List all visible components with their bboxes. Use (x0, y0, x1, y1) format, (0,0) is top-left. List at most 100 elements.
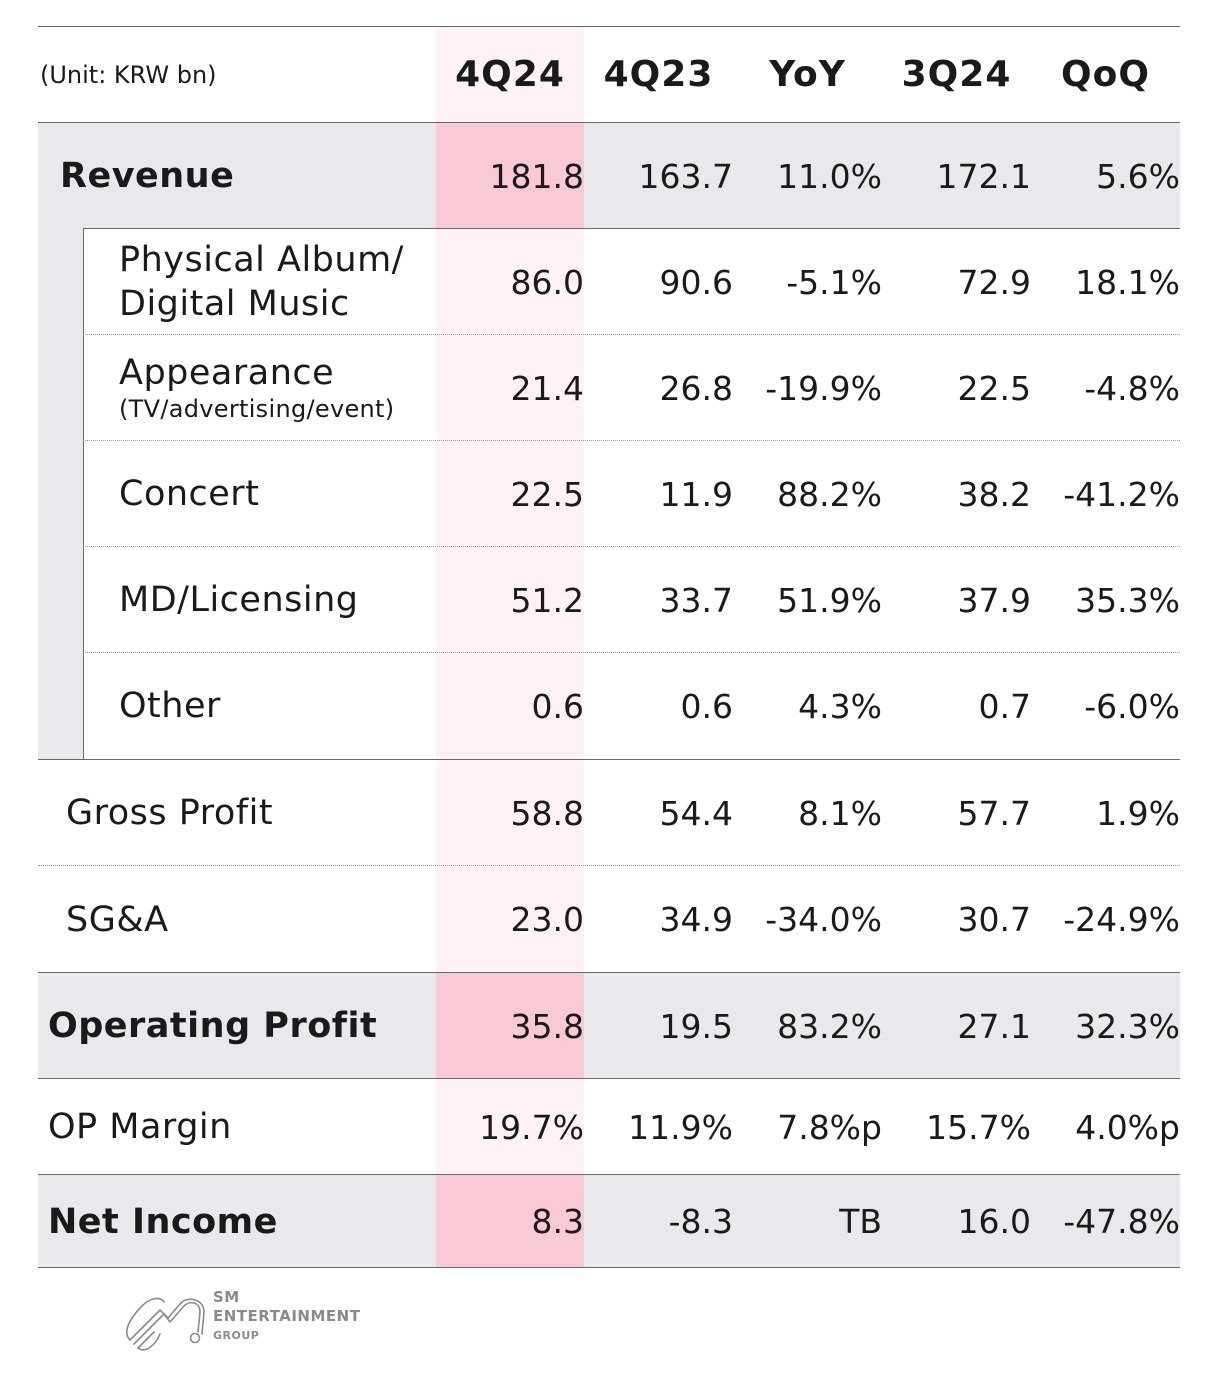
table-row-concert: Concert 22.5 11.9 88.2% 38.2 -41.2% (38, 441, 1180, 547)
cell-4q24: 181.8 (489, 156, 584, 196)
cell-4q24: 86.0 (510, 262, 584, 302)
cell-4q24: 35.8 (510, 1006, 584, 1046)
table-row-appearance: Appearance (TV/advertising/event) 21.4 2… (38, 335, 1180, 441)
cell-yoy: -19.9% (765, 368, 882, 408)
highlight-cell (436, 123, 584, 229)
cell-yoy: 4.3% (798, 686, 882, 726)
cell-qoq: 18.1% (1075, 262, 1180, 302)
cell-yoy: 51.9% (777, 580, 882, 620)
row-label-line2: Digital Music (119, 284, 350, 324)
revenue-breakdown-indent (38, 229, 84, 759)
rule-dotted (38, 865, 1180, 866)
row-label: Operating Profit (48, 1006, 378, 1046)
cell-yoy: 8.1% (798, 793, 882, 833)
cell-4q23: 33.7 (659, 580, 733, 620)
cell-qoq: -41.2% (1063, 474, 1180, 514)
cell-3q24: 15.7% (926, 1107, 1031, 1147)
table-row-op-margin: OP Margin 19.7% 11.9% 7.8%p 15.7% 4.0%p (38, 1079, 1180, 1175)
rule-op-bottom (38, 1078, 1180, 1079)
table-row-revenue: Revenue 181.8 163.7 11.0% 172.1 5.6% (38, 123, 1180, 229)
row-sublabel: (TV/advertising/event) (119, 395, 395, 423)
cell-3q24: 30.7 (957, 900, 1031, 939)
column-header-yoy: YoY (769, 54, 846, 95)
column-header-4q23: 4Q23 (603, 54, 714, 95)
cell-4q23: 0.6 (680, 686, 733, 726)
rule-dotted (83, 440, 1180, 441)
cell-qoq: 5.6% (1096, 156, 1180, 196)
row-label-line1: Physical Album/ (119, 240, 404, 280)
cell-qoq: -47.8% (1063, 1202, 1180, 1241)
rule-sga-bottom (38, 972, 1180, 973)
cell-yoy: -5.1% (786, 262, 882, 302)
table-row-operating-profit: Operating Profit 35.8 19.5 83.2% 27.1 32… (38, 973, 1180, 1079)
cell-qoq: 32.3% (1075, 1006, 1180, 1046)
table-row-gross-profit: Gross Profit 58.8 54.4 8.1% 57.7 1.9% (38, 760, 1180, 866)
column-header-4q24: 4Q24 (455, 54, 565, 95)
table-row-md-licensing: MD/Licensing 51.2 33.7 51.9% 37.9 35.3% (38, 547, 1180, 653)
logo-text-group: GROUP (213, 1329, 260, 1342)
cell-3q24: 16.0 (957, 1202, 1031, 1241)
logo-wordmark: SM ENTERTAINMENT GROUP (213, 1288, 360, 1345)
cell-4q23: 19.5 (659, 1006, 733, 1046)
row-label: Appearance (TV/advertising/event) (119, 335, 394, 441)
cell-yoy: 83.2% (777, 1006, 882, 1046)
cell-yoy: -34.0% (765, 900, 882, 939)
rule-dotted (83, 334, 1180, 335)
cell-4q23: 34.9 (659, 900, 733, 939)
cell-yoy: TB (839, 1202, 882, 1241)
rule-revenue-bottom (83, 228, 1180, 229)
cell-4q24: 51.2 (510, 580, 584, 620)
row-label: SG&A (66, 899, 169, 940)
table-row-net-income: Net Income 8.3 -8.3 TB 16.0 -47.8% (38, 1175, 1180, 1268)
cell-3q24: 37.9 (957, 580, 1031, 620)
table-row-sga: SG&A 23.0 34.9 -34.0% 30.7 -24.9% (38, 866, 1180, 973)
row-label: OP Margin (48, 1107, 232, 1147)
column-header-3q24: 3Q24 (901, 54, 1012, 95)
rule-dotted (83, 652, 1180, 653)
cell-4q23: -8.3 (668, 1202, 733, 1241)
row-label: Physical Album/ Digital Music (119, 229, 404, 335)
row-label: Concert (119, 474, 260, 514)
cell-4q24: 23.0 (510, 900, 584, 939)
row-label-main: Appearance (119, 353, 335, 393)
cell-4q24: 19.7% (479, 1107, 584, 1147)
cell-3q24: 72.9 (957, 262, 1031, 302)
cell-3q24: 57.7 (957, 793, 1031, 833)
row-label: Gross Profit (66, 793, 274, 833)
table-row-physical-album: Physical Album/ Digital Music 86.0 90.6 … (38, 229, 1180, 335)
cell-yoy: 7.8%p (777, 1107, 882, 1147)
highlight-cell (436, 1175, 584, 1268)
sm-logo-icon (126, 1297, 205, 1351)
highlight-cell (436, 973, 584, 1079)
cell-3q24: 38.2 (957, 474, 1031, 514)
logo-text-entertainment: ENTERTAINMENT (213, 1307, 361, 1325)
cell-yoy: 11.0% (777, 156, 882, 196)
table-row-other: Other 0.6 0.6 4.3% 0.7 -6.0% (38, 653, 1180, 759)
cell-4q23: 90.6 (659, 262, 733, 302)
cell-4q24: 8.3 (531, 1202, 584, 1241)
cell-4q23: 11.9% (628, 1107, 733, 1147)
cell-3q24: 27.1 (957, 1006, 1031, 1046)
cell-qoq: 1.9% (1096, 793, 1180, 833)
row-label: Net Income (48, 1201, 278, 1242)
cell-qoq: -24.9% (1063, 900, 1180, 939)
logo-text-sm: SM (213, 1288, 240, 1306)
column-header-qoq: QoQ (1061, 54, 1150, 95)
rule-top (38, 26, 1180, 27)
cell-4q23: 11.9 (659, 474, 733, 514)
cell-qoq: 35.3% (1075, 580, 1180, 620)
unit-label: (Unit: KRW bn) (40, 60, 217, 89)
cell-4q23: 163.7 (638, 156, 733, 196)
rule-dotted (83, 546, 1180, 547)
cell-qoq: -4.8% (1084, 368, 1180, 408)
cell-yoy: 88.2% (777, 474, 882, 514)
table-header: (Unit: KRW bn) 4Q24 4Q23 YoY 3Q24 QoQ (38, 27, 1180, 122)
row-label: MD/Licensing (119, 580, 359, 620)
cell-4q24: 22.5 (510, 474, 584, 514)
row-label: Other (119, 686, 221, 726)
rule-margin-bottom (38, 1174, 1180, 1175)
row-label: Revenue (60, 156, 235, 196)
cell-3q24: 0.7 (978, 686, 1031, 726)
rule-breakdown-bottom (38, 759, 1180, 760)
cell-3q24: 22.5 (957, 368, 1031, 408)
